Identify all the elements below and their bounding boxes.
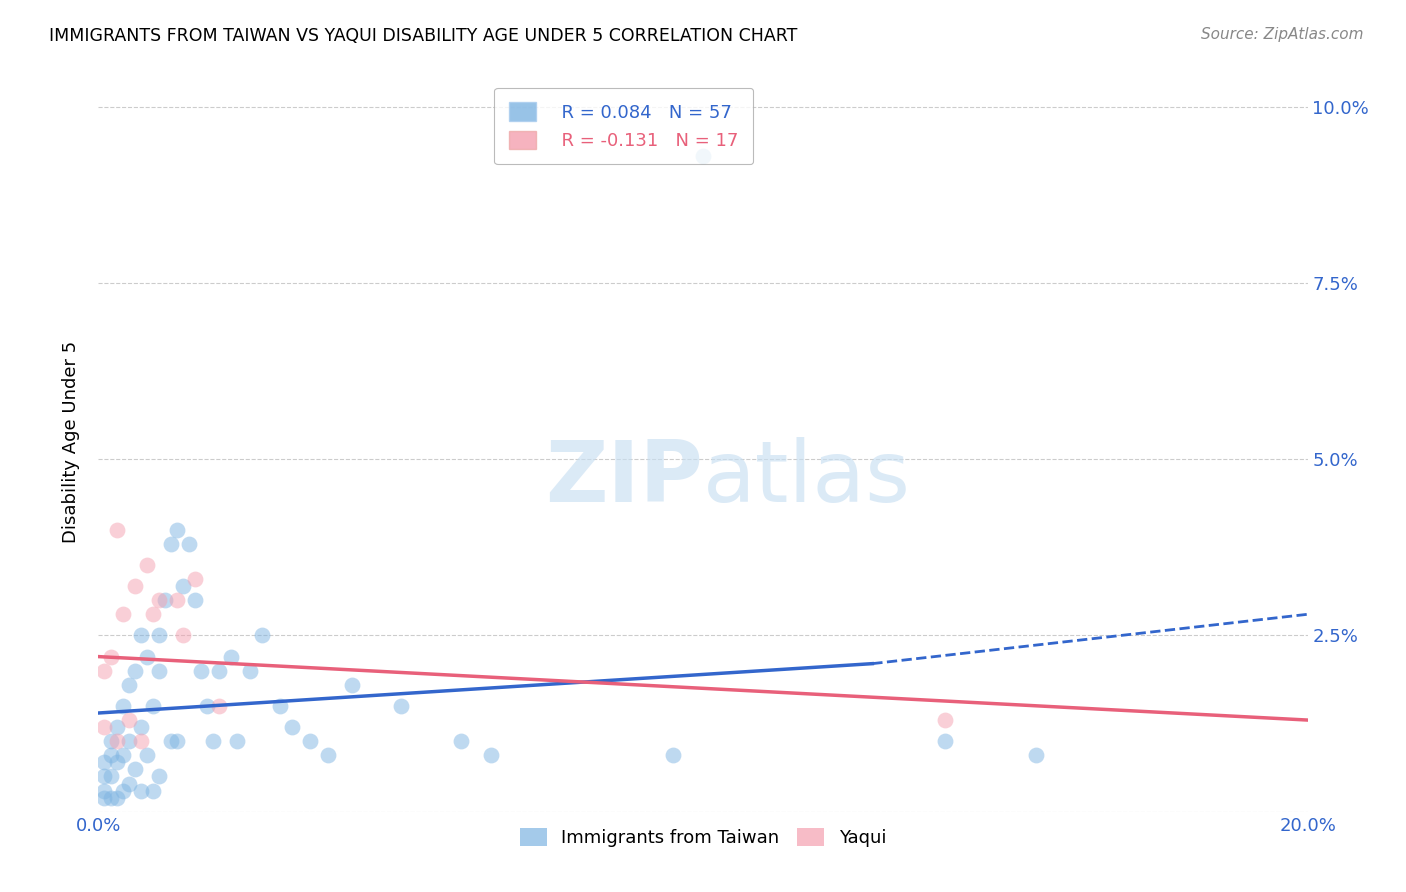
Point [129, 783, 152, 797]
Point [105, 790, 128, 805]
Point [142, 607, 165, 622]
Point [299, 734, 322, 748]
Text: IMMIGRANTS FROM TAIWAN VS YAQUI DISABILITY AGE UNDER 5 CORRELATION CHART: IMMIGRANTS FROM TAIWAN VS YAQUI DISABILI… [49, 27, 797, 45]
Point [202, 734, 225, 748]
Point [111, 698, 134, 713]
Point [934, 713, 956, 727]
Point [269, 698, 291, 713]
Text: Source: ZipAtlas.com: Source: ZipAtlas.com [1201, 27, 1364, 42]
Point [450, 734, 472, 748]
Point [166, 734, 188, 748]
Point [160, 734, 183, 748]
Point [111, 607, 134, 622]
Point [208, 698, 231, 713]
Point [160, 537, 183, 551]
Point [129, 720, 152, 734]
Point [135, 748, 157, 763]
Point [934, 734, 956, 748]
Point [226, 734, 249, 748]
Point [118, 776, 141, 790]
Point [129, 734, 152, 748]
Point [316, 748, 339, 763]
Text: atlas: atlas [703, 437, 911, 520]
Legend: Immigrants from Taiwan, Yaqui: Immigrants from Taiwan, Yaqui [512, 821, 894, 855]
Point [208, 664, 231, 678]
Point [118, 678, 141, 692]
Point [93, 720, 115, 734]
Point [1024, 748, 1046, 763]
Point [118, 713, 141, 727]
Point [129, 628, 152, 642]
Point [93, 769, 115, 783]
Point [105, 720, 128, 734]
Point [172, 579, 194, 593]
Point [93, 790, 115, 805]
Point [100, 748, 122, 763]
Point [124, 763, 146, 777]
Point [111, 748, 134, 763]
Point [239, 664, 262, 678]
Point [93, 664, 115, 678]
Point [250, 628, 273, 642]
Point [281, 720, 304, 734]
Point [105, 756, 128, 770]
Point [221, 649, 243, 664]
Point [342, 678, 364, 692]
Point [692, 149, 714, 163]
Point [135, 558, 157, 572]
Point [142, 698, 165, 713]
Point [100, 790, 122, 805]
Point [100, 649, 122, 664]
Point [179, 537, 201, 551]
Point [105, 523, 128, 537]
Point [93, 783, 115, 797]
Point [142, 783, 165, 797]
Point [148, 664, 170, 678]
Point [190, 664, 212, 678]
Point [148, 769, 170, 783]
Point [184, 593, 207, 607]
Point [100, 734, 122, 748]
Point [135, 649, 157, 664]
Point [148, 628, 170, 642]
Point [166, 523, 188, 537]
Text: ZIP: ZIP [546, 437, 703, 520]
Point [153, 593, 176, 607]
Point [389, 698, 412, 713]
Point [172, 628, 194, 642]
Point [124, 579, 146, 593]
Point [118, 734, 141, 748]
Point [111, 783, 134, 797]
Point [481, 748, 503, 763]
Point [148, 593, 170, 607]
Point [124, 664, 146, 678]
Y-axis label: Disability Age Under 5: Disability Age Under 5 [62, 341, 80, 542]
Point [166, 593, 188, 607]
Point [93, 756, 115, 770]
Point [195, 698, 218, 713]
Point [661, 748, 683, 763]
Point [184, 572, 207, 586]
Point [105, 734, 128, 748]
Point [100, 769, 122, 783]
